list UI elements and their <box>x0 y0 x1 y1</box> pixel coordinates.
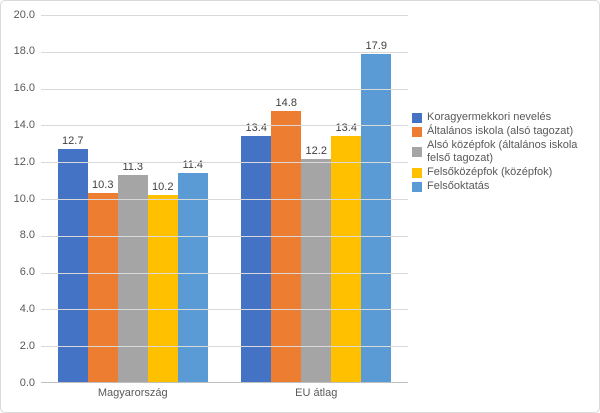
bar: 11.3 <box>117 161 148 383</box>
gridline <box>41 162 408 164</box>
legend-label: Koragyermekkori nevelés <box>427 111 552 123</box>
y-tick-label: 6.0 <box>19 266 35 279</box>
gridline <box>41 15 408 16</box>
bar: 13.4 <box>241 122 272 383</box>
bar-value-label: 10.3 <box>92 179 114 192</box>
y-tick-label: 10.0 <box>13 192 35 205</box>
bar-value-label: 11.4 <box>182 159 204 172</box>
bar: 17.9 <box>361 40 392 383</box>
y-tick-label: 4.0 <box>19 302 35 315</box>
y-tick-label: 18.0 <box>13 45 35 58</box>
y-tick-label: 8.0 <box>19 229 35 242</box>
x-axis-line <box>41 382 408 383</box>
gridline <box>41 51 408 53</box>
legend-label: Felsőközépfok (középfok) <box>427 166 553 178</box>
gridline <box>41 125 408 127</box>
legend-item: Felsőoktatás <box>412 180 596 193</box>
y-tick-label: 20.0 <box>13 8 35 21</box>
bar-value-label: 14.8 <box>275 96 297 109</box>
gridline <box>41 88 408 90</box>
gridline <box>41 272 408 274</box>
bar-value-label: 13.4 <box>335 122 357 135</box>
bar-groups: 12.7 10.3 11.3 10.2 11.4 13.4 14.8 12.2 13.4 17.9 <box>41 15 408 383</box>
bar: 12.2 <box>301 145 332 383</box>
gridline <box>41 346 408 348</box>
legend-swatch <box>412 147 422 157</box>
bar: 10.3 <box>87 179 118 383</box>
bar: 14.8 <box>271 97 302 383</box>
legend-swatch <box>412 126 422 137</box>
legend-swatch <box>412 112 422 123</box>
y-tick-label: 0.0 <box>19 376 35 389</box>
legend-swatch <box>412 167 422 178</box>
legend: Koragyermekkori nevelés Általános iskola … <box>412 111 596 194</box>
y-tick-label: 2.0 <box>19 339 35 352</box>
y-tick-label: 14.0 <box>13 118 35 131</box>
legend-item: Felsőközépfok (középfok) <box>412 166 596 179</box>
bar: 11.4 <box>177 159 208 383</box>
legend-item: Koragyermekkori nevelés <box>412 111 596 124</box>
x-category-label: Magyarország <box>97 387 168 399</box>
legend-label: Általános iskola (alsó tagozat) <box>427 125 574 137</box>
gridline <box>41 309 408 311</box>
bar: 12.7 <box>57 135 88 383</box>
bar-value-label: 13.4 <box>245 122 267 135</box>
x-axis-labels: Magyarország EU átlag <box>41 387 408 403</box>
legend-swatch <box>412 181 422 192</box>
category-group: 13.4 14.8 12.2 13.4 17.9 <box>225 15 409 383</box>
legend-label: Alsó középfok (általános iskola felső ta… <box>427 139 578 164</box>
x-category-label: EU átlag <box>295 387 338 399</box>
legend-item: Általános iskola (alsó tagozat) <box>412 125 596 138</box>
gridline <box>41 235 408 237</box>
bar: 10.2 <box>147 181 178 383</box>
y-tick-label: 16.0 <box>13 82 35 95</box>
category-group: 12.7 10.3 11.3 10.2 11.4 <box>41 15 225 383</box>
legend-label: Felsőoktatás <box>427 180 490 192</box>
bar-value-label: 11.3 <box>122 161 144 174</box>
gridline <box>41 199 408 200</box>
legend-item: Alsó középfok (általános iskola felső ta… <box>412 139 596 165</box>
plot-area: 12.7 10.3 11.3 10.2 11.4 13.4 14.8 12.2 13.4 17.9 <box>41 15 408 383</box>
bar-value-label: 12.7 <box>62 135 84 148</box>
y-tick-label: 12.0 <box>13 155 35 168</box>
bar-value-label: 12.2 <box>305 144 327 157</box>
bar-value-label: 17.9 <box>365 39 387 52</box>
bar-value-label: 10.2 <box>152 181 174 194</box>
